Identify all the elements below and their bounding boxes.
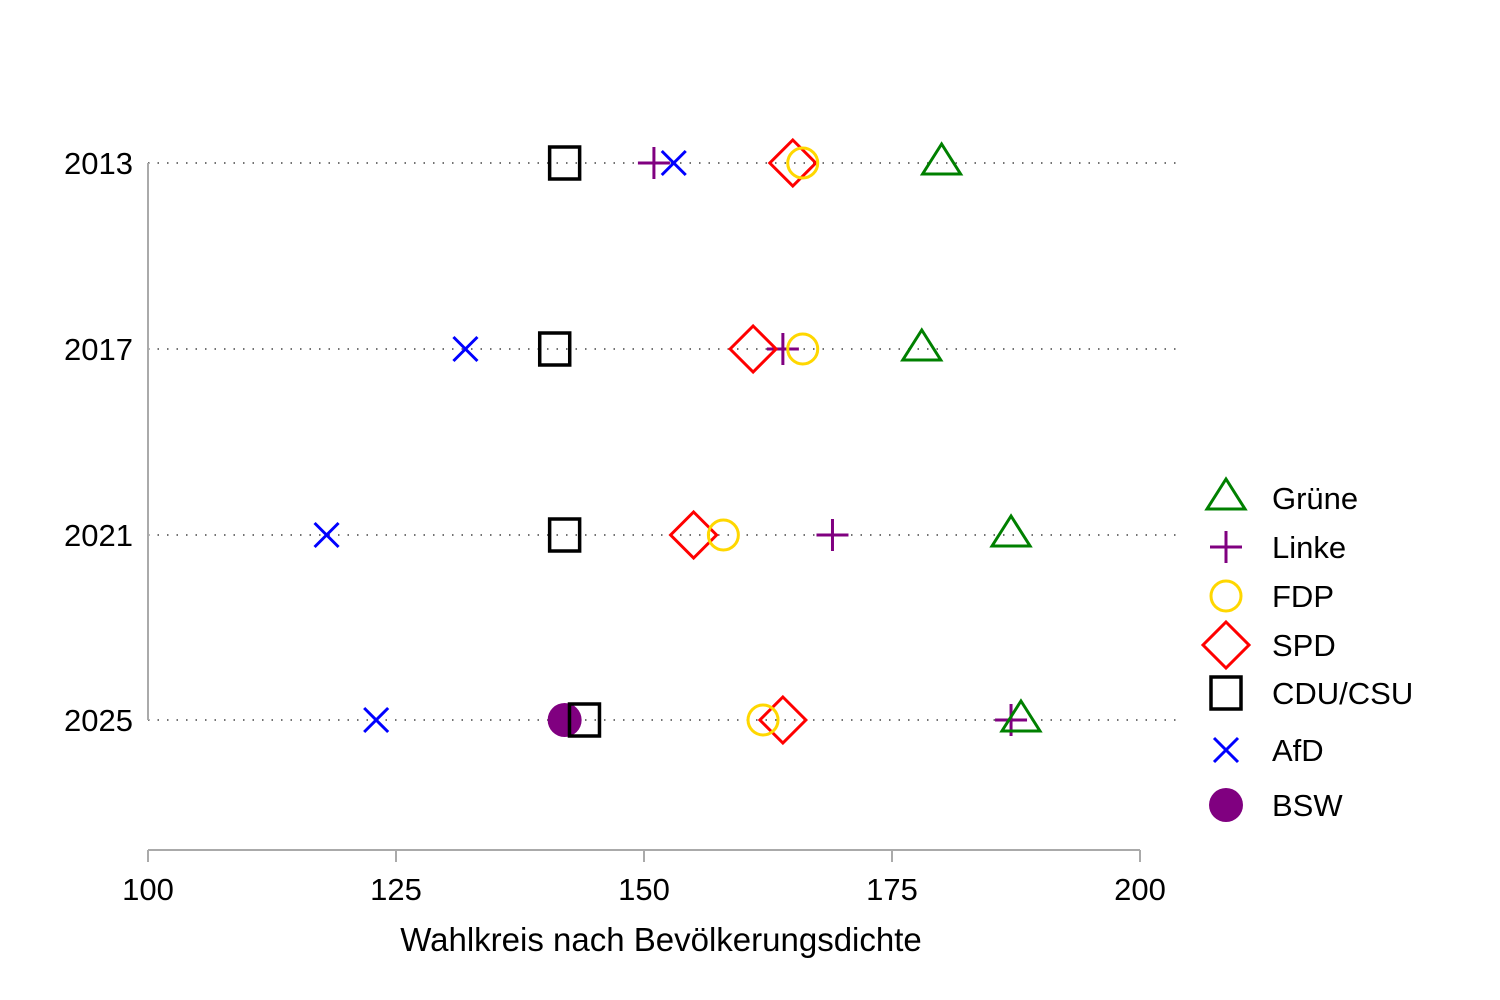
point-fdp-2013 (786, 146, 820, 180)
y-label-2013: 2013 (64, 146, 133, 181)
data-points (313, 137, 1043, 746)
point-fdp-2025 (746, 703, 780, 737)
diamond-icon (1200, 619, 1252, 671)
point-grne-2017 (900, 327, 944, 362)
legend-item-bsw: BSW (1209, 788, 1343, 823)
point-afd-2021 (313, 521, 340, 549)
legend-item-grne: Grüne (1204, 476, 1358, 516)
legend-label: SPD (1272, 628, 1336, 663)
legend-item-afd: AfD (1212, 733, 1324, 768)
legend-item-linke: Linke (1210, 530, 1346, 565)
legend-label: Linke (1272, 530, 1346, 565)
x-axis-ticks: 100 125 150 175 200 (122, 850, 1166, 907)
point-grne-2021 (989, 513, 1033, 548)
point-cducsu-2021 (547, 517, 582, 553)
circle-icon (1209, 579, 1243, 613)
x-tick-label: 200 (1114, 872, 1166, 907)
x-tick-label: 175 (866, 872, 918, 907)
point-cducsu-2025 (567, 702, 602, 738)
legend-item-spd: SPD (1200, 619, 1336, 671)
y-axis-labels: 2013 2017 2021 2025 (64, 146, 133, 738)
triangle-icon (1204, 476, 1248, 511)
point-afd-2017 (452, 335, 479, 363)
point-cducsu-2017 (537, 331, 572, 367)
point-linke-2013 (637, 147, 670, 179)
legend-label: FDP (1272, 579, 1334, 614)
y-label-2021: 2021 (64, 518, 133, 553)
y-label-2017: 2017 (64, 332, 133, 367)
point-afd-2013 (660, 149, 687, 177)
point-cducsu-2013 (547, 145, 582, 181)
point-fdp-2021 (706, 518, 740, 552)
x-tick-label: 125 (370, 872, 422, 907)
point-grne-2025 (999, 698, 1043, 733)
point-spd-2025 (757, 694, 809, 746)
x-tick-label: 100 (122, 872, 174, 907)
point-fdp-2017 (786, 332, 820, 366)
square-icon (1209, 675, 1243, 711)
point-spd-2017 (727, 323, 779, 375)
point-grne-2013 (919, 141, 964, 176)
x-icon (1212, 736, 1240, 764)
legend-label: AfD (1272, 733, 1324, 768)
x-axis-title: Wahlkreis nach Bevölkerungsdichte (400, 921, 922, 958)
legend-label: BSW (1272, 788, 1343, 823)
filled-circle-icon (1209, 788, 1243, 822)
point-linke-2017 (766, 333, 799, 365)
legend-item-cducsu: CDU/CSU (1209, 675, 1413, 711)
y-label-2025: 2025 (64, 703, 133, 738)
gridlines (148, 162, 1180, 721)
legend-label: Grüne (1272, 481, 1358, 516)
legend-label: CDU/CSU (1272, 676, 1413, 711)
point-afd-2025 (363, 706, 390, 734)
legend-item-fdp: FDP (1209, 579, 1334, 614)
x-tick-label: 150 (618, 872, 670, 907)
legend: Grüne Linke FDP SPD CDU/CSU AfD BSW (1200, 476, 1413, 823)
plus-icon (1210, 531, 1242, 563)
point-spd-2013 (767, 137, 818, 189)
point-bsw-2025 (547, 703, 582, 737)
point-linke-2021 (816, 519, 849, 551)
